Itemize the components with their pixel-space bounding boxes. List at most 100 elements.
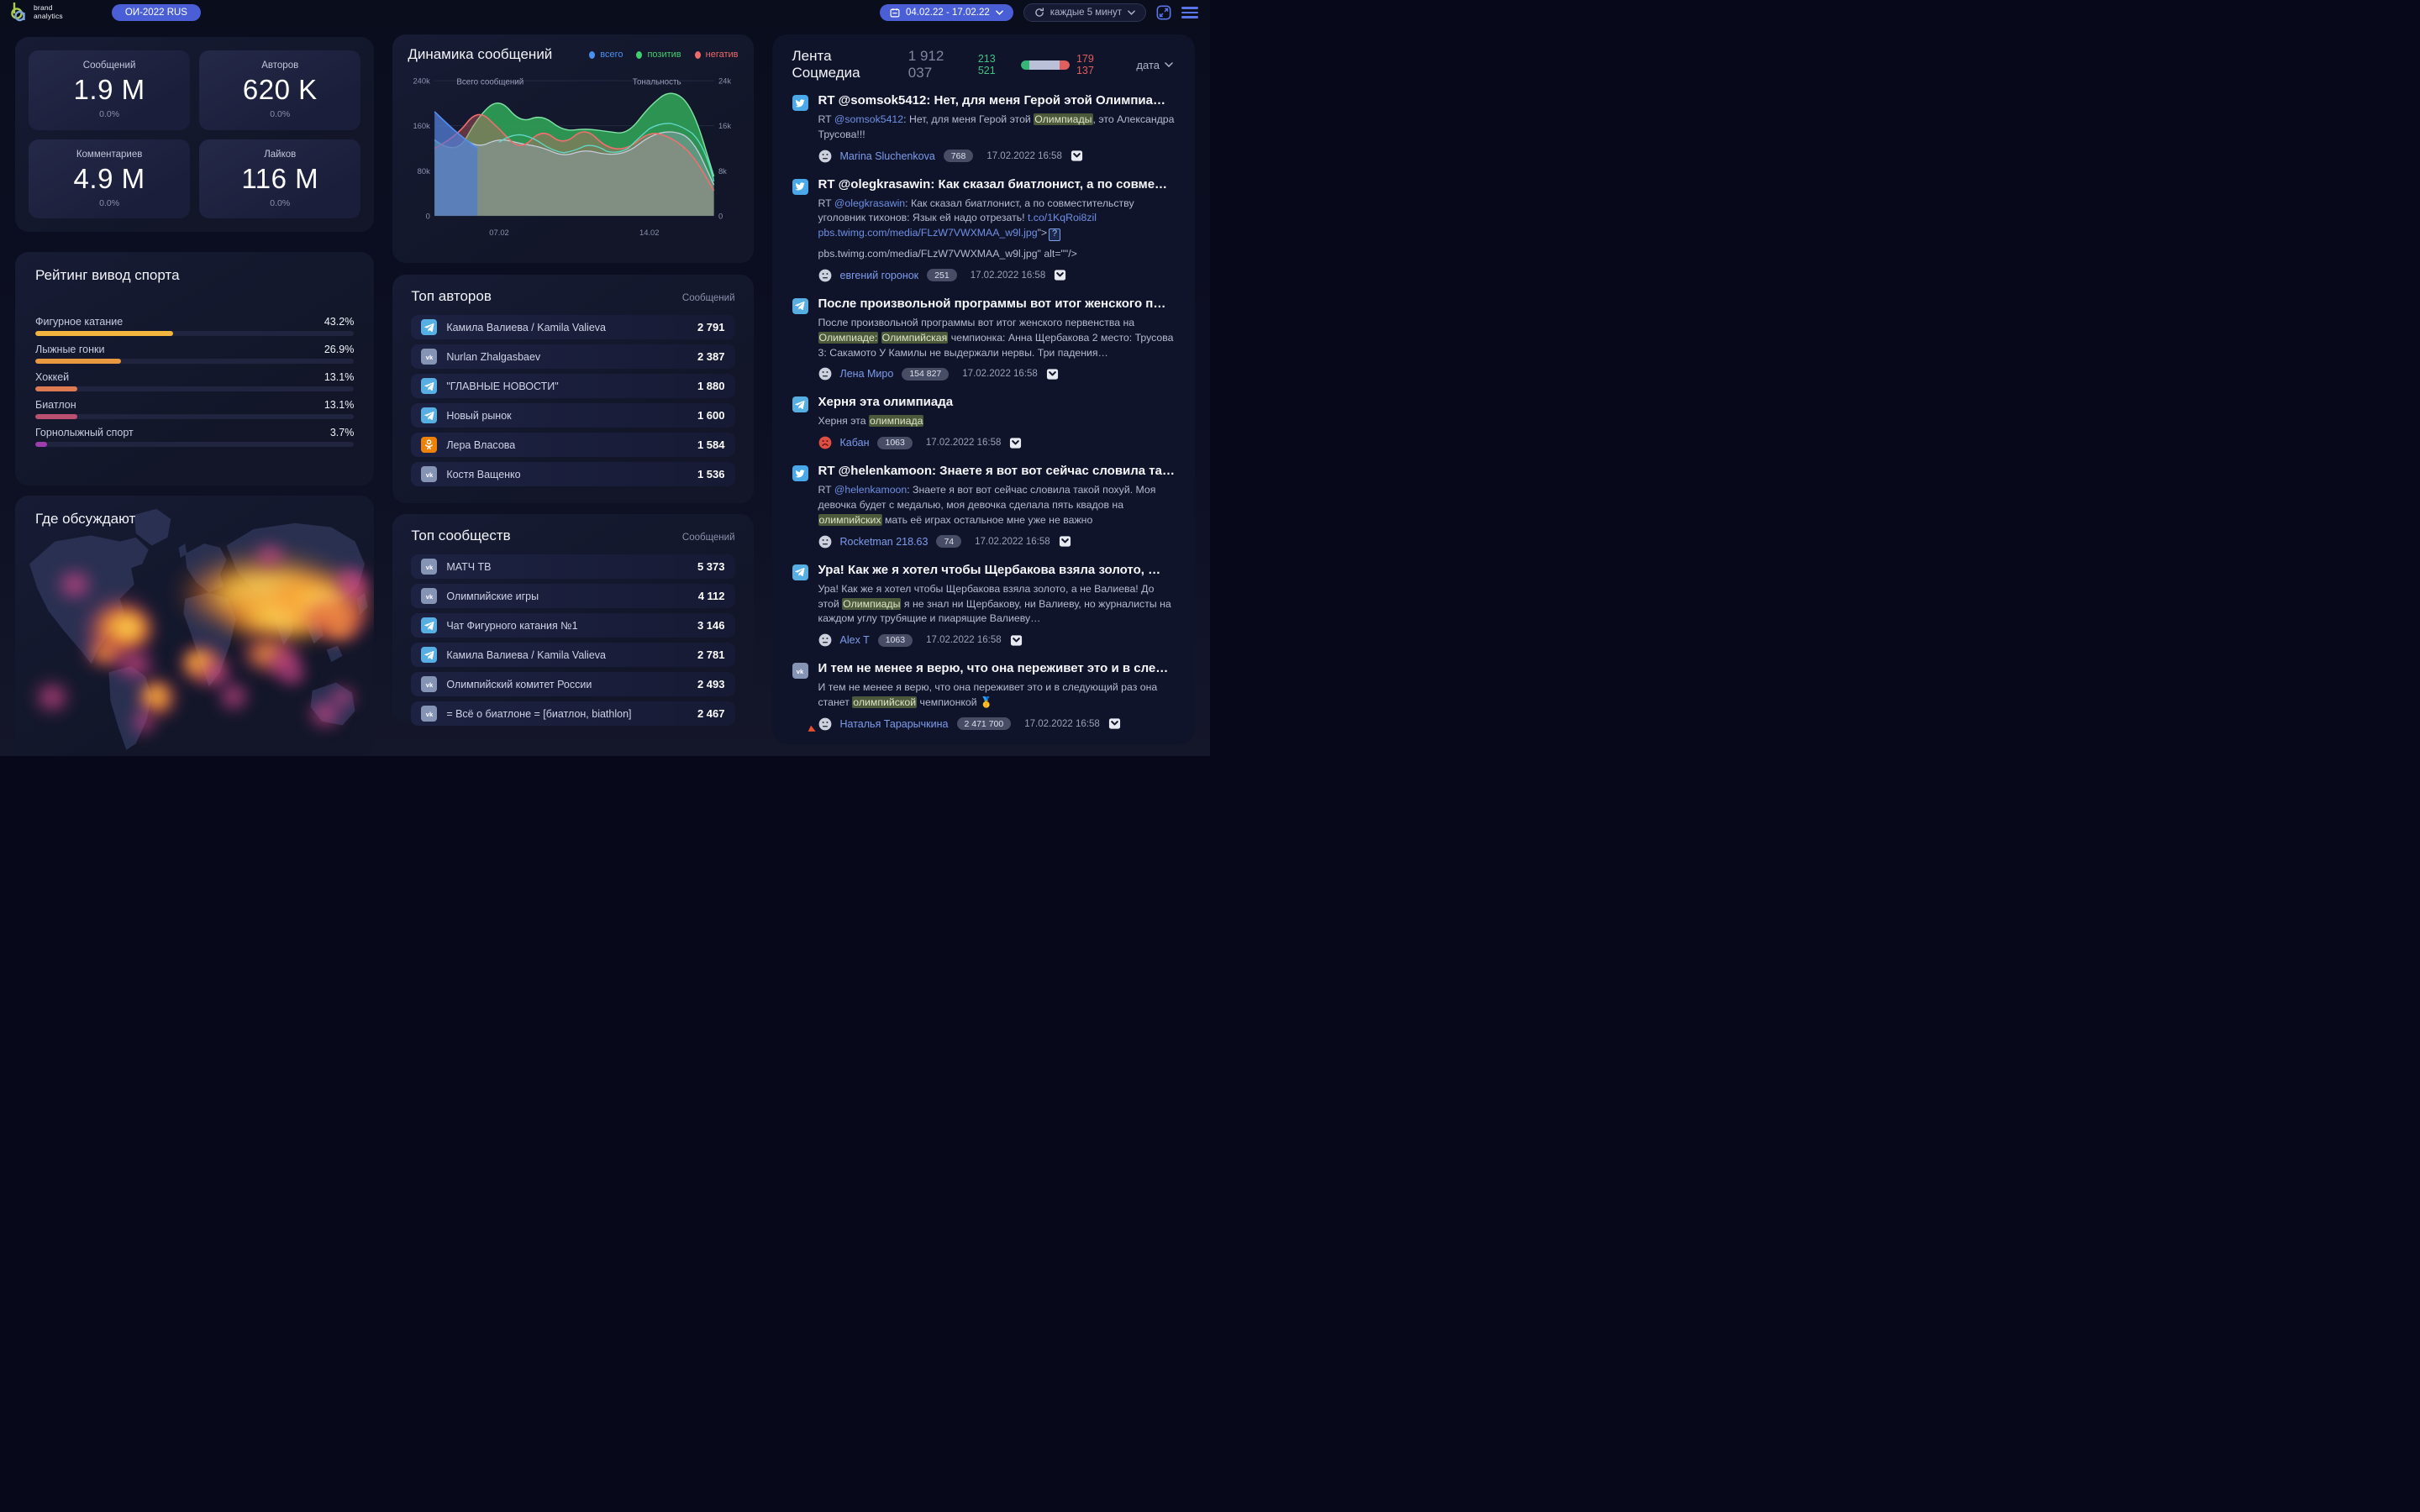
chevron-down-icon bbox=[995, 10, 1003, 15]
post-network-icon-slot bbox=[792, 465, 808, 548]
telegram-icon bbox=[421, 378, 438, 394]
legend-item[interactable]: всего bbox=[589, 50, 623, 60]
post-author[interactable]: Лена Миро bbox=[839, 368, 894, 381]
envelope-icon[interactable] bbox=[1054, 269, 1066, 281]
row-value: 1 880 bbox=[697, 380, 725, 392]
list-item[interactable]: vk Олимпийский комитет России 2 493 bbox=[411, 672, 735, 696]
sports-rating-rows: Фигурное катание 43.2% Лыжные гонки 26.9… bbox=[35, 316, 355, 447]
date-range-picker[interactable]: 04.02.22 - 17.02.22 bbox=[880, 4, 1013, 21]
rating-bar-fill bbox=[35, 331, 173, 336]
post-title[interactable]: RT @helenkamoon: Знаете я вот вот сейчас… bbox=[818, 464, 1175, 479]
post-author[interactable]: Наталья Тарарычкина bbox=[839, 717, 949, 730]
legend-item[interactable]: негатив bbox=[694, 50, 739, 60]
twitter-icon bbox=[792, 178, 808, 195]
menu-button[interactable] bbox=[1181, 7, 1198, 18]
post-network-icon-slot bbox=[792, 396, 808, 449]
row-name: Лера Власова bbox=[446, 438, 516, 451]
envelope-icon[interactable] bbox=[1009, 437, 1022, 449]
list-item[interactable]: vk = Всё о биатлоне = [биатлон, biathlon… bbox=[411, 701, 735, 726]
list-item[interactable]: vk МАТЧ ТВ 5 373 bbox=[411, 554, 735, 579]
svg-text:vk: vk bbox=[426, 470, 434, 478]
envelope-icon[interactable] bbox=[1046, 368, 1059, 381]
list-item[interactable]: Камила Валиева / Kamila Valieva 2 781 bbox=[411, 643, 735, 667]
network-icon-slot: vk bbox=[421, 559, 438, 575]
brand-name: brand analytics bbox=[34, 3, 63, 20]
chevron-down-icon bbox=[1165, 62, 1173, 67]
row-name: МАТЧ ТВ bbox=[446, 560, 492, 573]
stat-label: Сообщений bbox=[82, 60, 136, 71]
brand-logo[interactable]: brand analytics bbox=[8, 2, 63, 24]
post-title[interactable]: RT @somsok5412: Нет, для меня Герой этой… bbox=[818, 93, 1165, 108]
topbar: brand analytics ОИ-2022 RUS 04.02.22 - 1… bbox=[0, 0, 1210, 25]
network-icon-slot: vk bbox=[421, 706, 438, 722]
envelope-icon[interactable] bbox=[1010, 634, 1023, 647]
telegram-icon bbox=[421, 407, 438, 423]
sports-rating-title: Рейтинг вивод спорта bbox=[35, 267, 180, 283]
post-time: 17.02.2022 16:58 bbox=[1024, 718, 1100, 729]
feed-post: RT @olegkrasawin: Как сказал биатлонист,… bbox=[792, 177, 1175, 282]
refresh-interval-select[interactable]: каждые 5 минут bbox=[1023, 3, 1146, 22]
feed-sort-select[interactable]: дата bbox=[1136, 59, 1173, 71]
vk-icon: vk bbox=[421, 706, 438, 722]
stat-delta: 0.0% bbox=[99, 197, 120, 208]
project-button[interactable]: ОИ-2022 RUS bbox=[111, 4, 201, 21]
post-network-icon-slot bbox=[792, 564, 808, 647]
list-item[interactable]: "ГЛАВНЫЕ НОВОСТИ" 1 880 bbox=[411, 374, 735, 398]
network-icon-slot bbox=[421, 378, 438, 394]
post-author[interactable]: Rocketman 218.63 bbox=[839, 535, 929, 548]
svg-text:16k: 16k bbox=[718, 122, 731, 130]
svg-text:24k: 24k bbox=[718, 77, 731, 86]
social-feed-panel: Лента Соцмедиа 1 912 037 213 521 179 137… bbox=[771, 34, 1195, 744]
list-item[interactable]: vk Олимпийские игры 4 112 bbox=[411, 584, 735, 608]
telegram-icon bbox=[792, 297, 808, 314]
legend-item[interactable]: позитив bbox=[636, 50, 681, 60]
telegram-icon bbox=[421, 617, 438, 633]
post-body: RT @somsok5412: Нет, для меня Герой этой… bbox=[818, 113, 1175, 140]
envelope-icon[interactable] bbox=[1071, 150, 1083, 162]
svg-text:0: 0 bbox=[718, 212, 723, 220]
post-author[interactable]: Кабан bbox=[839, 437, 870, 449]
post-title[interactable]: Херня эта олимпиада bbox=[818, 395, 954, 410]
legend-dot bbox=[636, 50, 643, 59]
feed-negative-count: 179 137 bbox=[1076, 53, 1094, 76]
row-name: Олимпийские игры bbox=[446, 590, 539, 602]
envelope-icon[interactable] bbox=[1059, 535, 1071, 548]
stats-grid: Сообщений 1.9 M 0.0% Авторов 620 K 0.0% … bbox=[29, 50, 361, 218]
envelope-icon[interactable] bbox=[1108, 717, 1121, 730]
list-item[interactable]: vk Nurlan Zhalgasbaev 2 387 bbox=[411, 344, 735, 369]
list-item[interactable]: Камила Валиева / Kamila Valieva 2 791 bbox=[411, 315, 735, 339]
stat-value: 4.9 M bbox=[73, 162, 145, 194]
rating-row: Лыжные гонки 26.9% bbox=[35, 344, 355, 364]
sad-face-icon bbox=[818, 436, 831, 449]
list-item[interactable]: Чат Фигурного катания №1 3 146 bbox=[411, 613, 735, 638]
dynamics-panel: Динамика сообщений всего позитив негатив 2… bbox=[392, 34, 754, 263]
chevron-down-icon bbox=[1128, 10, 1135, 15]
feed-post: После произвольной программы вот итог же… bbox=[792, 297, 1175, 381]
fullscreen-button[interactable] bbox=[1156, 5, 1171, 20]
post-title[interactable]: И тем не менее я верю, что она переживет… bbox=[818, 661, 1169, 676]
list-item[interactable]: vk Костя Ващенко 1 536 bbox=[411, 462, 735, 486]
stat-value: 116 M bbox=[241, 162, 319, 194]
neutral-face-icon bbox=[818, 368, 831, 381]
list-item[interactable]: Лера Власова 1 584 bbox=[411, 433, 735, 457]
telegram-icon bbox=[421, 319, 438, 335]
post-title[interactable]: После произвольной программы вот итог же… bbox=[818, 296, 1166, 311]
dynamics-legend: всего позитив негатив bbox=[589, 50, 739, 60]
row-value: 1 536 bbox=[697, 468, 725, 480]
post-author[interactable]: Marina Sluchenkova bbox=[839, 150, 935, 162]
svg-text:14.02: 14.02 bbox=[639, 228, 659, 237]
post-envelope-slot bbox=[1071, 150, 1083, 162]
list-item[interactable]: Новый рынок 1 600 bbox=[411, 403, 735, 428]
top-communities-panel: Топ сообществ Сообщений vk МАТЧ ТВ 5 373… bbox=[392, 514, 754, 726]
post-mood-slot bbox=[818, 717, 832, 731]
post-author[interactable]: Alex T bbox=[839, 634, 870, 647]
neutral-face-icon bbox=[818, 535, 831, 549]
post-network-icon-slot bbox=[792, 297, 808, 381]
calendar-icon bbox=[890, 8, 900, 18]
post-author[interactable]: евгений горонок bbox=[839, 269, 919, 281]
post-title[interactable]: RT @olegkrasawin: Как сказал биатлонист,… bbox=[818, 176, 1168, 192]
stat-value: 620 K bbox=[242, 74, 318, 106]
post-title[interactable]: Ура! Как же я хотел чтобы Щербакова взял… bbox=[818, 562, 1161, 577]
vk-icon: vk bbox=[421, 676, 438, 692]
post-time: 17.02.2022 16:58 bbox=[975, 536, 1050, 547]
